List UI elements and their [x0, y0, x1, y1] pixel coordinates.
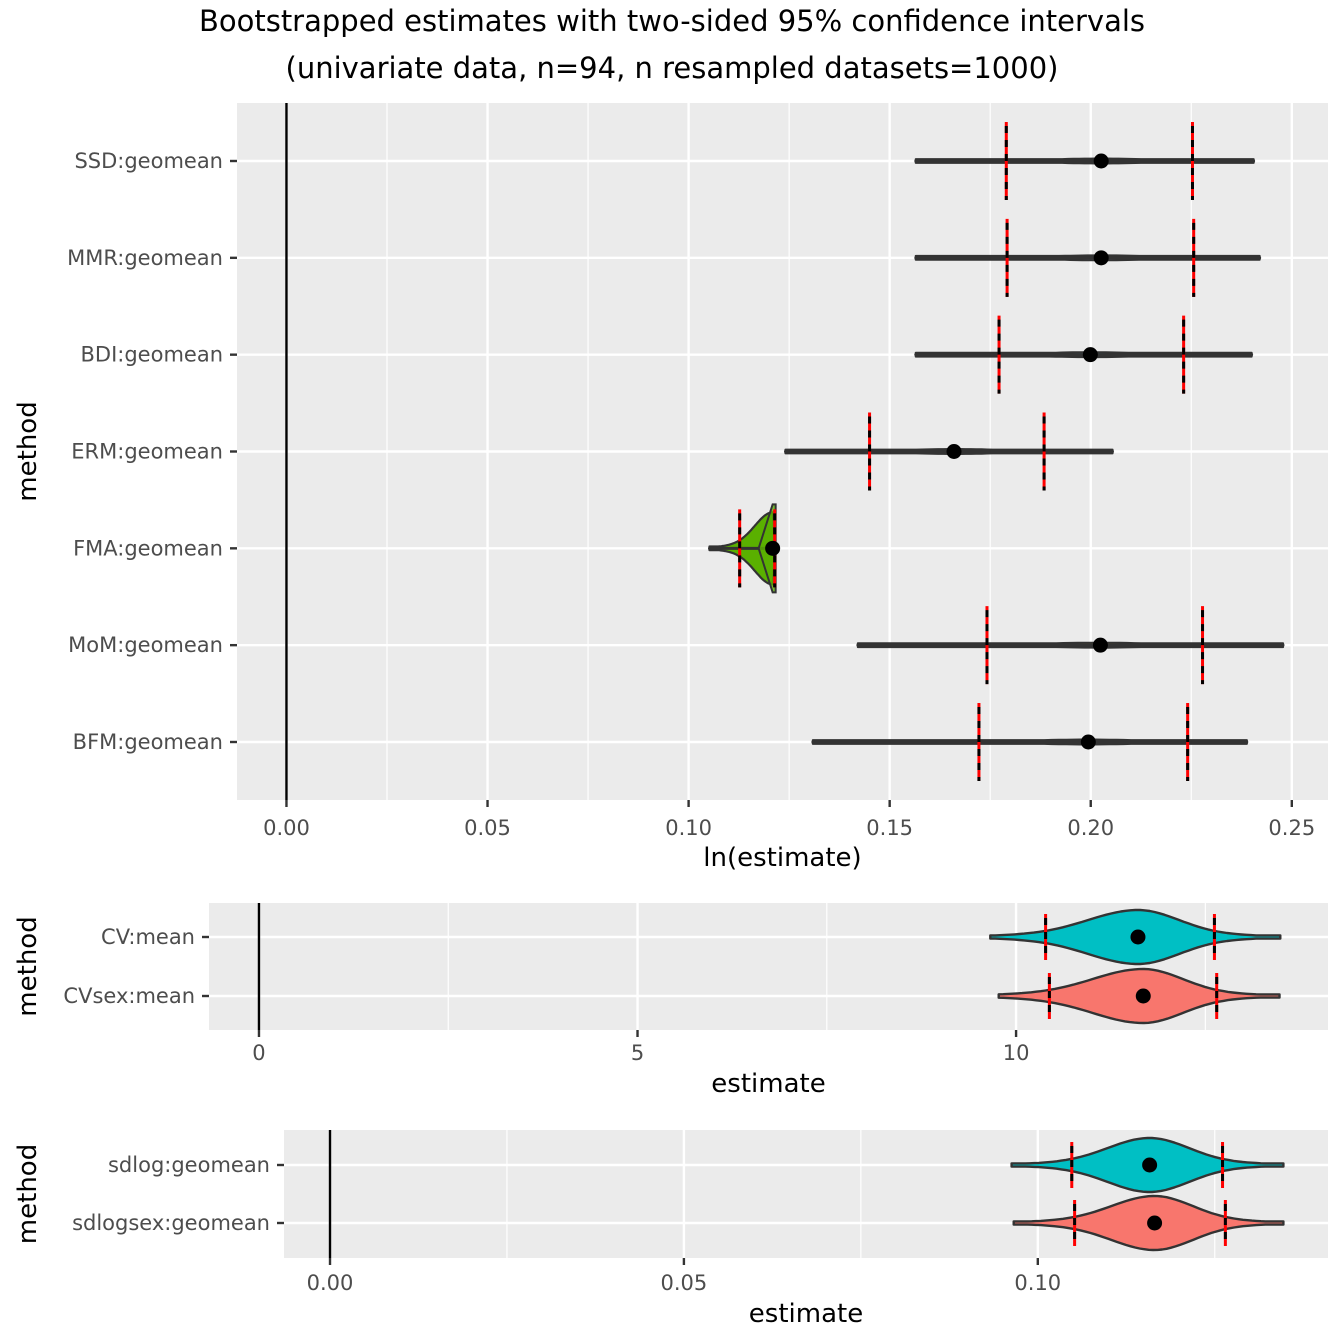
point-estimate [1147, 1215, 1163, 1231]
y-tick-label: CVsex:mean [63, 984, 195, 1008]
y-tick-label: ERM:geomean [71, 440, 223, 464]
y-tick-label: BFM:geomean [73, 730, 223, 754]
panel-cv-mean: CV:mean CVsex:mean 0 5 10 estimate method [13, 903, 1328, 1099]
y-tick-label: CV:mean [101, 925, 195, 949]
violin-group [708, 503, 781, 594]
violin-group [989, 908, 1282, 966]
y-tick-label: MMR:geomean [67, 246, 223, 270]
x-axis-label: estimate [711, 1069, 825, 1099]
x-tick-label: 0.05 [661, 1271, 708, 1295]
point-estimate [1092, 637, 1108, 653]
point-estimate [1093, 250, 1109, 266]
x-axis-label: ln(estimate) [703, 843, 861, 873]
x-tick-label: 0.10 [665, 816, 712, 840]
violin-group [811, 703, 1249, 781]
x-tick-label: 0.10 [1014, 1271, 1061, 1295]
x-axis-label: estimate [749, 1299, 863, 1329]
y-axis-label: method [13, 401, 43, 501]
violin-group [1012, 1194, 1285, 1252]
point-estimate [1130, 929, 1146, 945]
violin-group [914, 122, 1256, 200]
x-tick-label: 0.00 [263, 816, 310, 840]
x-tick-label: 0 [252, 1041, 265, 1065]
violin-group [856, 606, 1285, 685]
panel-sdlog-geomean: sdlog:geomean sdlogsex:geomean 0.00 0.05 0.1… [13, 1130, 1328, 1329]
point-estimate [1082, 347, 1098, 363]
point-estimate [1080, 734, 1096, 750]
chart-subtitle: (univariate data, n=94, n resampled data… [286, 51, 1059, 85]
violin-group [914, 218, 1262, 297]
x-tick-label: 0.00 [307, 1271, 354, 1295]
chart-title: Bootstrapped estimates with two-sided 95… [199, 4, 1145, 38]
violin-group [784, 412, 1114, 491]
violin-group [997, 967, 1281, 1025]
point-estimate [765, 540, 781, 556]
y-tick-label: FMA:geomean [73, 536, 223, 560]
y-axis-label: method [13, 916, 43, 1016]
y-axis-label: method [13, 1144, 43, 1244]
x-tick-label: 5 [631, 1041, 644, 1065]
x-tick-label: 0.05 [464, 816, 511, 840]
x-tick-label: 10 [1003, 1041, 1030, 1065]
point-estimate [1135, 988, 1151, 1004]
point-estimate [1093, 153, 1109, 169]
x-tick-label: 0.20 [1067, 816, 1114, 840]
point-estimate [1142, 1157, 1158, 1173]
y-tick-label: BDI:geomean [81, 343, 224, 367]
x-tick-label: 0.15 [866, 816, 913, 840]
y-tick-label: SSD:geomean [74, 149, 223, 173]
y-tick-label: sdlogsex:geomean [72, 1211, 270, 1235]
point-estimate [946, 444, 962, 459]
violin-group [914, 315, 1254, 394]
y-tick-label: sdlog:geomean [108, 1153, 270, 1177]
panel-log-geomean: SSD:geomean MMR:geomean BDI:geomean ERM:geo… [13, 103, 1328, 873]
y-tick-label: MoM:geomean [68, 633, 223, 657]
violin-group [1010, 1136, 1285, 1194]
x-tick-label: 0.25 [1268, 816, 1315, 840]
